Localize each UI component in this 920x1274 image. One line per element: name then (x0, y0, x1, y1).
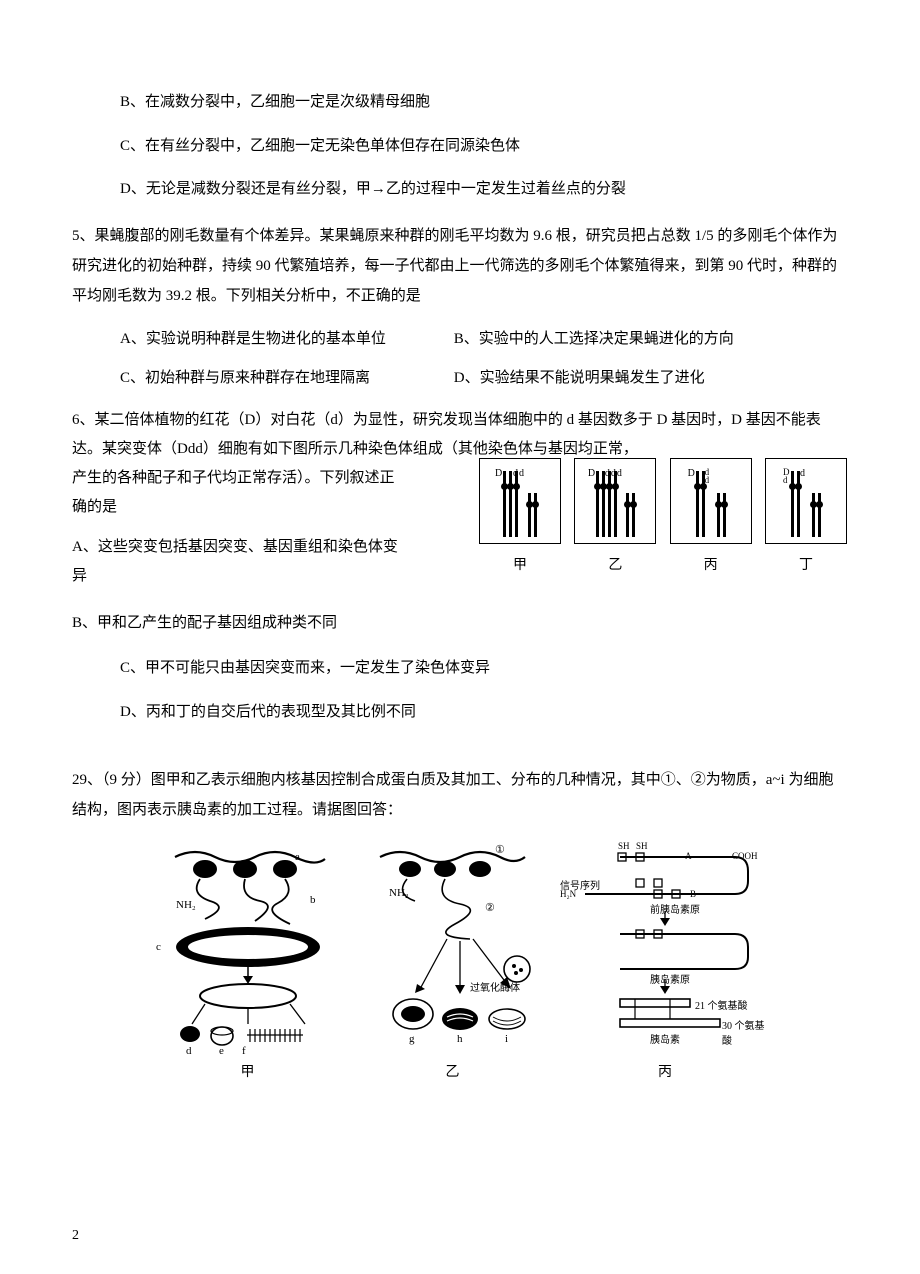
q29-yi-h-label: h (457, 1033, 463, 1045)
q6-panel-yi-box: D d d d (574, 458, 656, 544)
q6-panel-yi: D d d d 乙 (573, 458, 657, 588)
q6-panel-jia: D d d 甲 (478, 458, 562, 588)
q29-yi-nh2-label: NH₂ (389, 887, 409, 899)
q6-panel-bing: D dd 丙 (669, 458, 753, 588)
q29-panel-yi-svg (365, 839, 540, 1059)
q29-panel-bing-caption: 丙 (658, 1061, 672, 1081)
page-number: 2 (72, 1228, 79, 1244)
q29-stem: 29、（9 分）图甲和乙表示细胞内核基因控制合成蛋白质及其加工、分布的几种情况，… (72, 765, 848, 825)
q29-panel-jia: NH₂ a b c d e f 甲 (150, 839, 345, 1079)
q29-jia-e-label: e (219, 1045, 224, 1057)
q6-option-d: D、丙和丁的自交后代的表现型及其比例不同 (72, 700, 848, 726)
q5-option-d: D、实验结果不能说明果蝇发生了进化 (454, 366, 705, 392)
q29-bing-pro-label: 胰岛素原 (650, 971, 690, 986)
q5-options-row2: C、初始种群与原来种群存在地理隔离 D、实验结果不能说明果蝇发生了进化 (72, 366, 848, 392)
q5-option-c: C、初始种群与原来种群存在地理隔离 (120, 366, 450, 392)
q29-bing-sh2-label: SH (636, 841, 648, 851)
q29-bing-a-label: A (685, 851, 692, 861)
q29-figure: NH₂ a b c d e f 甲 (150, 839, 770, 1089)
q29-bing-sh1-label: SH (618, 841, 630, 851)
q6-block: 6、某二倍体植物的红花（D）对白花（d）为显性，研究发现当体细胞中的 d 基因数… (72, 406, 848, 592)
q5-option-b: B、实验中的人工选择决定果蝇进化的方向 (454, 327, 734, 353)
q29-jia-d-label: d (186, 1045, 192, 1057)
q6-panel-jia-caption: 甲 (513, 554, 527, 574)
q6-chromosome-figure: D d d 甲 D d d d 乙 D (478, 458, 848, 588)
q6-option-b: B、甲和乙产生的配子基因组成种类不同 (72, 609, 848, 638)
q29-bing-aa30-label: 30 个氨基酸 (722, 1017, 770, 1047)
q29-jia-c-label: c (156, 941, 161, 953)
q29-jia-nh2-label: NH₂ (176, 899, 196, 911)
q29-yi-m2-label: ② (485, 901, 495, 914)
q6-panel-yi-caption: 乙 (608, 554, 622, 574)
q5-options-row1: A、实验说明种群是生物进化的基本单位 B、实验中的人工选择决定果蝇进化的方向 (72, 327, 848, 353)
q5-stem: 5、果蝇腹部的刚毛数量有个体差异。某果蝇原来种群的刚毛平均数为 9.6 根，研究… (72, 221, 848, 311)
q29-panel-jia-svg (150, 839, 345, 1059)
q29-bing-cooh-label: COOH (732, 851, 758, 861)
q6-option-c: C、甲不可能只由基因突变而来，一定发生了染色体变异 (72, 656, 848, 682)
q4-option-c: C、在有丝分裂中，乙细胞一定无染色单体但存在同源染色体 (72, 134, 848, 160)
q29-bing-aa21-label: 21 个氨基酸 (695, 997, 748, 1012)
q29-panel-yi-caption: 乙 (446, 1061, 460, 1081)
q29-panel-jia-caption: 甲 (241, 1061, 255, 1081)
q5-option-a: A、实验说明种群是生物进化的基本单位 (120, 327, 450, 353)
q6-option-a-line1: A、这些突变包括基因突变、基因重组和染色体变 (72, 533, 452, 562)
q29-yi-i-label: i (505, 1033, 508, 1045)
q6-stem-wrap1: 产生的各种配子和子代均正常存活）。下列叙述正 (72, 464, 452, 493)
q29-yi-m1-label: ① (495, 843, 505, 856)
q6-stem-wrap2: 确的是 (72, 493, 452, 522)
q6-option-a-line2: 异 (72, 562, 452, 591)
q6-panel-bing-caption: 丙 (704, 554, 718, 574)
q29-jia-a-label: a (295, 851, 300, 863)
q29-panel-yi: ① NH₂ ② 过氧化酶体 g h i 乙 (365, 839, 540, 1079)
q29-jia-b-label: b (310, 894, 316, 906)
q29-yi-g-label: g (409, 1033, 415, 1045)
q6-panel-bing-box: D dd (670, 458, 752, 544)
q4-option-d: D、无论是减数分裂还是有丝分裂，甲→乙的过程中一定发生过着丝点的分裂 (72, 177, 848, 203)
q6-stem-line1: 6、某二倍体植物的红花（D）对白花（d）为显性，研究发现当体细胞中的 d 基因数… (72, 406, 848, 465)
q29-yi-perox-label: 过氧化酶体 (470, 979, 520, 994)
q6-panel-ding-caption: 丁 (799, 554, 813, 574)
q6-panel-jia-box: D d d (479, 458, 561, 544)
q6-panel-ding-box: Dd d (765, 458, 847, 544)
q29-bing-prepro-label: 前胰岛素原 (650, 901, 700, 916)
q4-option-b: B、在减数分裂中，乙细胞一定是次级精母细胞 (72, 90, 848, 116)
q29-jia-f-label: f (242, 1045, 246, 1057)
q29-bing-b-label: B (690, 889, 696, 899)
q6-panel-ding: Dd d 丁 (764, 458, 848, 588)
q29-panel-bing: SH SH COOH A 信号序列 H₂N B 前胰岛素原 胰岛素原 21 个氨… (560, 839, 770, 1079)
q29-bing-insulin-label: 胰岛素 (650, 1031, 680, 1046)
q29-bing-h2n-label: H₂N (560, 889, 576, 899)
